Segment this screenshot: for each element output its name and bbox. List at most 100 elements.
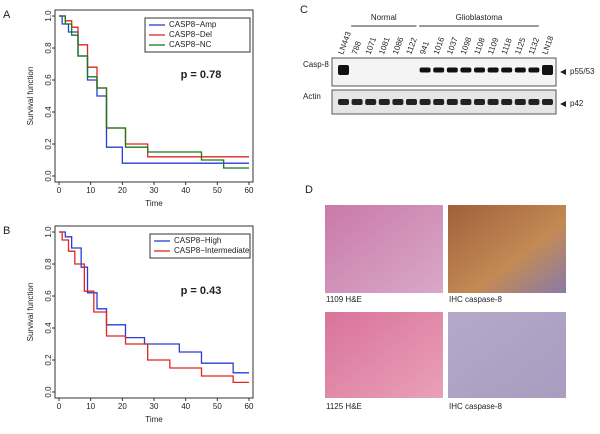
x-tick-label: 60	[245, 402, 254, 411]
y-tick-label: 0.6	[44, 290, 53, 302]
x-tick-label: 60	[245, 186, 254, 195]
panel-letter: D	[305, 184, 313, 196]
x-tick-label: 30	[150, 402, 159, 411]
marker-arrow	[560, 101, 566, 107]
y-tick-label: 0.0	[44, 386, 53, 398]
lane-label: 1098	[459, 35, 474, 55]
survival-curve	[59, 15, 249, 169]
actin-band	[406, 99, 417, 105]
image-he-1125	[325, 312, 443, 398]
x-tick-label: 0	[57, 402, 62, 411]
actin-band	[433, 99, 445, 105]
lane-label: 1109	[486, 36, 501, 56]
panel-letter: C	[300, 4, 308, 16]
image-ihc-1125	[448, 312, 566, 398]
y-axis-label: Survival function	[26, 67, 35, 126]
y-tick-label: 0.4	[44, 106, 53, 118]
casp8-band	[338, 65, 349, 75]
x-tick-label: 20	[118, 402, 127, 411]
group-label: Glioblastoma	[456, 13, 503, 22]
x-axis-label: Time	[145, 199, 163, 208]
lane-label: 1125	[513, 36, 528, 56]
x-tick-label: 50	[213, 186, 222, 195]
actin-band	[365, 99, 377, 105]
y-tick-label: 0.2	[44, 354, 53, 366]
actin-band	[446, 99, 458, 105]
p-value: p = 0.78	[181, 69, 222, 81]
actin-band	[514, 99, 526, 105]
lane-label: 1016	[432, 35, 447, 55]
y-tick-label: 0.8	[44, 42, 53, 54]
image-caption: IHC caspase-8	[449, 402, 502, 411]
actin-band	[460, 99, 472, 105]
casp8-band	[501, 67, 513, 73]
legend-label: CASP8−Amp	[169, 20, 217, 29]
actin-band	[392, 99, 404, 105]
image-caption: 1109 H&E	[326, 295, 362, 304]
x-tick-label: 40	[181, 402, 190, 411]
casp8-band	[542, 65, 553, 75]
legend-label: CASP8−NC	[169, 40, 212, 49]
lane-label: 1118	[500, 36, 514, 55]
y-tick-label: 0.4	[44, 322, 53, 334]
casp8-band	[487, 67, 499, 73]
y-tick-label: 1.0	[44, 10, 53, 22]
x-axis-label: Time	[145, 415, 163, 424]
casp8-band	[460, 67, 472, 73]
x-tick-label: 10	[86, 186, 95, 195]
actin-band	[338, 99, 349, 105]
lane-label: 1071	[364, 35, 379, 55]
actin-band	[474, 99, 485, 105]
y-tick-label: 1.0	[44, 226, 53, 238]
row-label: Casp-8	[303, 60, 329, 69]
actin-band	[419, 99, 431, 105]
casp8-band	[528, 67, 540, 73]
row-label: Actin	[303, 92, 321, 101]
casp8-band	[514, 67, 526, 73]
actin-band	[378, 99, 390, 105]
y-axis-label: Survival function	[26, 283, 35, 342]
x-tick-label: 30	[150, 186, 159, 195]
y-tick-label: 0.8	[44, 258, 53, 270]
legend-box	[149, 233, 251, 259]
marker-label: p42	[570, 99, 584, 108]
lane-label: 1081	[377, 35, 392, 55]
lane-label: 1122	[404, 36, 419, 56]
marker-arrow	[560, 69, 566, 75]
casp8-band	[446, 67, 458, 73]
survival-curve	[59, 231, 249, 384]
image-caption: IHC caspase-8	[449, 295, 502, 304]
x-tick-label: 10	[86, 402, 95, 411]
p-value: p = 0.43	[181, 285, 222, 297]
x-tick-label: 20	[118, 186, 127, 195]
legend-label: CASP8−High	[174, 236, 221, 245]
image-he-1109	[325, 205, 443, 293]
group-label: Normal	[371, 13, 397, 22]
actin-band	[542, 99, 553, 105]
legend-label: CASP8−Del	[169, 30, 212, 39]
x-tick-label: 40	[181, 186, 190, 195]
y-tick-label: 0.6	[44, 74, 53, 86]
actin-band	[351, 99, 363, 105]
lane-label: 1086	[391, 35, 406, 55]
y-tick-label: 0.2	[44, 138, 53, 150]
lane-label: 1037	[445, 35, 460, 55]
image-caption: 1125 H&E	[326, 402, 362, 411]
actin-band	[501, 99, 513, 105]
casp8-band	[433, 67, 445, 73]
x-tick-label: 0	[57, 186, 62, 195]
legend-label: CASP8−Intermediate	[174, 246, 250, 255]
casp8-band	[474, 67, 485, 73]
panel-letter: B	[3, 225, 10, 237]
actin-band	[487, 99, 499, 105]
lane-label: 1132	[527, 36, 542, 56]
y-tick-label: 0.0	[44, 170, 53, 182]
lane-label: 788	[350, 40, 363, 56]
x-tick-label: 50	[213, 402, 222, 411]
casp8-band	[419, 67, 431, 73]
marker-label: p55/53	[570, 67, 595, 76]
panel-letter: A	[3, 9, 11, 21]
lane-label: 1108	[472, 36, 487, 56]
survival-curve	[59, 15, 249, 158]
